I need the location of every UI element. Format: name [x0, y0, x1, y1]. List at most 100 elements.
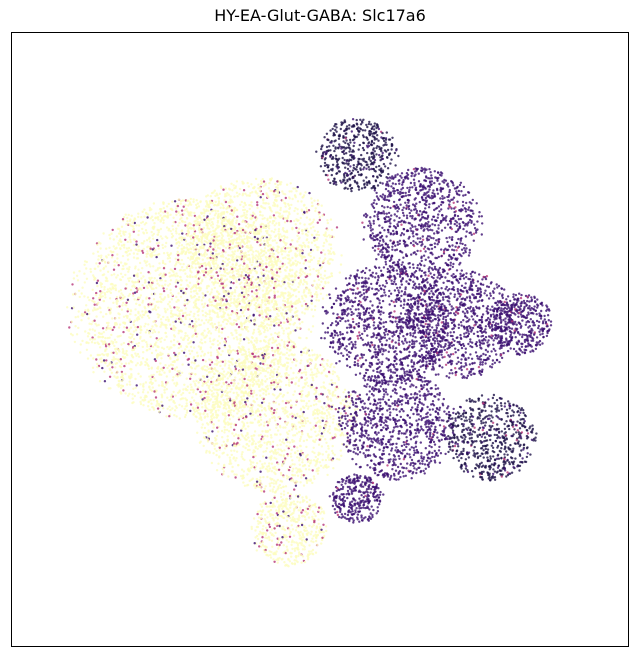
scatter-point — [295, 288, 298, 291]
scatter-point — [162, 211, 165, 214]
scatter-point — [136, 333, 139, 336]
scatter-point — [271, 239, 274, 242]
scatter-point — [166, 396, 169, 399]
scatter-point — [117, 358, 120, 361]
scatter-point — [234, 312, 237, 315]
scatter-point — [316, 221, 319, 224]
scatter-point — [252, 286, 255, 289]
scatter-point — [147, 364, 150, 368]
scatter-point — [282, 257, 285, 260]
scatter-point — [255, 254, 258, 257]
scatter-point — [85, 260, 89, 264]
scatter-point — [280, 248, 283, 251]
scatter-point — [277, 257, 280, 261]
scatter-point — [141, 249, 144, 253]
scatter-point — [179, 295, 183, 298]
scatter-point — [145, 231, 149, 234]
scatter-point — [134, 377, 137, 381]
scatter-point — [302, 213, 305, 216]
scatter-point — [204, 205, 208, 208]
scatter-point — [246, 384, 249, 387]
scatter-point — [167, 318, 170, 321]
scatter-point — [124, 273, 127, 277]
scatter-point — [162, 267, 166, 270]
scatter-point — [169, 306, 172, 310]
scatter-point — [139, 396, 142, 399]
scatter-point — [322, 277, 325, 280]
scatter-point — [289, 264, 292, 267]
scatter-point — [102, 232, 105, 235]
scatter-point — [180, 258, 184, 262]
scatter-point — [125, 383, 129, 386]
scatter-point — [251, 227, 255, 231]
scatter-point — [274, 262, 278, 266]
scatter-point — [250, 263, 253, 267]
scatter-point — [109, 361, 112, 365]
scatter-point — [154, 269, 157, 272]
scatter-point — [222, 241, 225, 245]
scatter-point — [89, 338, 92, 341]
scatter-point — [171, 379, 174, 382]
scatter-point — [120, 225, 124, 228]
scatter-point — [102, 342, 105, 346]
scatter-point — [152, 232, 156, 236]
scatter-point — [166, 212, 169, 215]
scatter-point — [206, 273, 210, 276]
scatter-point — [239, 203, 242, 206]
scatter-point — [282, 282, 285, 286]
scatter-point — [161, 259, 165, 263]
scatter-point — [238, 333, 241, 336]
scatter-point — [217, 330, 221, 334]
scatter-point — [134, 265, 137, 268]
scatter-point — [227, 240, 230, 244]
scatter-point — [200, 319, 204, 322]
scatter-plot — [66, 118, 553, 568]
scatter-point — [255, 289, 258, 292]
scatter-point — [332, 418, 335, 421]
scatter-point — [194, 289, 197, 292]
scatter-point — [298, 252, 301, 255]
scatter-point — [257, 379, 260, 383]
scatter-point — [298, 318, 301, 321]
scatter-point — [244, 270, 248, 274]
scatter-point — [269, 434, 273, 437]
scatter-point — [225, 298, 228, 301]
scatter-point — [286, 219, 289, 223]
scatter-point — [210, 317, 213, 320]
scatter-point — [177, 372, 180, 375]
scatter-point — [134, 267, 137, 270]
scatter-point — [164, 283, 167, 286]
scatter-point — [150, 389, 154, 393]
scatter-point — [265, 348, 269, 351]
scatter-point — [230, 212, 233, 216]
scatter-point — [307, 306, 310, 309]
scatter-point — [189, 345, 193, 348]
scatter-point — [195, 351, 199, 354]
scatter-point — [139, 294, 143, 297]
scatter-point — [218, 335, 221, 338]
scatter-point — [180, 349, 184, 353]
scatter-point — [281, 291, 284, 294]
scatter-point — [244, 251, 247, 254]
scatter-point — [151, 386, 154, 389]
scatter-point — [312, 267, 315, 271]
scatter-point — [247, 300, 250, 303]
scatter-point — [166, 381, 169, 384]
scatter-point — [267, 202, 270, 205]
scatter-point — [207, 264, 210, 267]
scatter-point — [253, 265, 256, 269]
scatter-point — [139, 363, 142, 367]
scatter-point — [141, 299, 145, 302]
scatter-point — [218, 405, 221, 409]
scatter-point — [276, 255, 279, 259]
scatter-point — [207, 331, 210, 334]
scatter-point — [235, 221, 238, 224]
scatter-point — [157, 241, 161, 244]
scatter-point — [123, 326, 126, 329]
scatter-point — [270, 262, 274, 265]
scatter-point — [277, 448, 280, 451]
scatter-point — [108, 375, 112, 378]
scatter-point — [128, 252, 131, 256]
scatter-point — [187, 204, 190, 207]
scatter-point — [158, 337, 161, 341]
